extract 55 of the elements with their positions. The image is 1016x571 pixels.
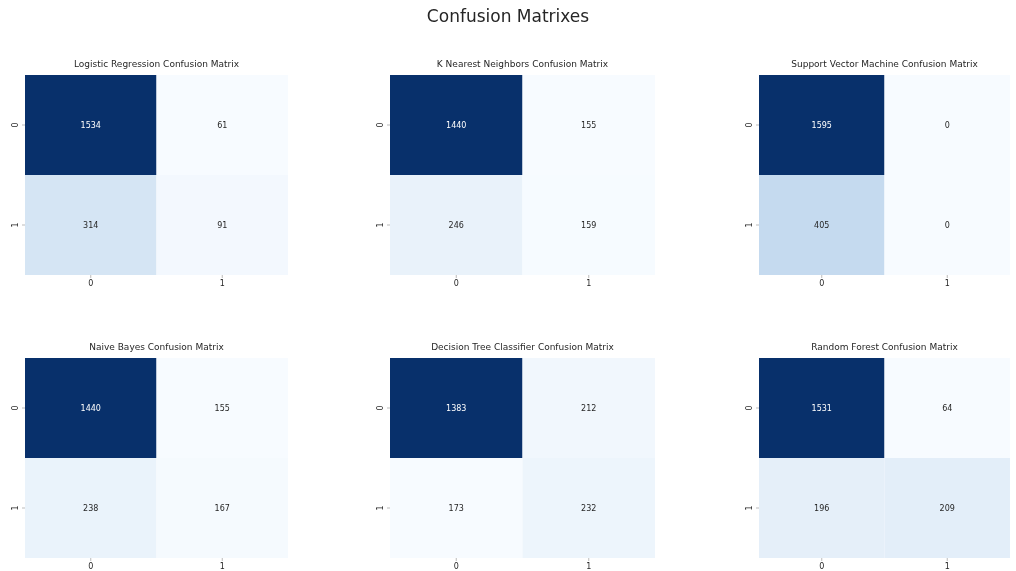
x-tick-label: 1 <box>944 561 950 571</box>
x-tick-label: 1 <box>219 561 225 571</box>
data-label: 0 <box>944 120 950 130</box>
data-label: 155 <box>214 403 230 413</box>
data-label: 1531 <box>811 403 832 413</box>
chart-title: Support Vector Machine Confusion Matrix <box>790 59 979 69</box>
y-tick-label: 0 <box>745 405 754 411</box>
data-label: 155 <box>581 120 597 130</box>
x-tick-label: 1 <box>586 278 592 288</box>
x-tick-label: 0 <box>819 561 825 571</box>
data-label: 91 <box>217 220 228 230</box>
y-tick-label: 0 <box>11 405 20 411</box>
data-label: 238 <box>83 503 99 513</box>
y-tick-label: 0 <box>376 122 385 128</box>
y-tick-label: 0 <box>376 405 385 411</box>
data-label: 61 <box>217 120 228 130</box>
data-label: 173 <box>448 503 464 513</box>
data-label: 212 <box>581 403 597 413</box>
data-label: 1534 <box>80 120 101 130</box>
x-tick-label: 0 <box>453 278 459 288</box>
data-label: 1383 <box>446 403 467 413</box>
x-tick-label: 1 <box>586 561 592 571</box>
x-tick-label: 1 <box>944 278 950 288</box>
data-label: 1440 <box>446 120 467 130</box>
data-label: 167 <box>214 503 230 513</box>
data-label: 314 <box>83 220 99 230</box>
y-tick-label: 1 <box>745 505 754 511</box>
data-label: 1440 <box>80 403 101 413</box>
x-tick-label: 1 <box>219 278 225 288</box>
data-label: 246 <box>448 220 464 230</box>
x-tick-label: 0 <box>819 278 825 288</box>
y-tick-label: 1 <box>11 222 20 228</box>
x-tick-label: 0 <box>88 278 94 288</box>
y-tick-label: 0 <box>11 122 20 128</box>
y-tick-label: 1 <box>11 505 20 511</box>
y-tick-label: 0 <box>745 122 754 128</box>
data-label: 159 <box>581 220 597 230</box>
x-tick-label: 0 <box>88 561 94 571</box>
chart-title: Decision Tree Classifier Confusion Matrix <box>430 342 615 352</box>
data-label: 0 <box>944 220 950 230</box>
chart-title: Logistic Regression Confusion Matrix <box>72 59 241 69</box>
y-tick-label: 1 <box>376 222 385 228</box>
chart-title: Naive Bayes Confusion Matrix <box>88 342 225 352</box>
chart-title: Random Forest Confusion Matrix <box>810 342 959 352</box>
x-tick-label: 0 <box>453 561 459 571</box>
data-label: 209 <box>939 503 955 513</box>
chart-title: K Nearest Neighbors Confusion Matrix <box>435 59 610 69</box>
data-label: 196 <box>814 503 830 513</box>
y-tick-label: 1 <box>745 222 754 228</box>
text: Confusion Matrixes <box>425 6 591 26</box>
data-label: 232 <box>581 503 597 513</box>
y-tick-label: 1 <box>376 505 385 511</box>
data-label: 1595 <box>811 120 832 130</box>
data-label: 64 <box>942 403 953 413</box>
data-label: 405 <box>814 220 830 230</box>
